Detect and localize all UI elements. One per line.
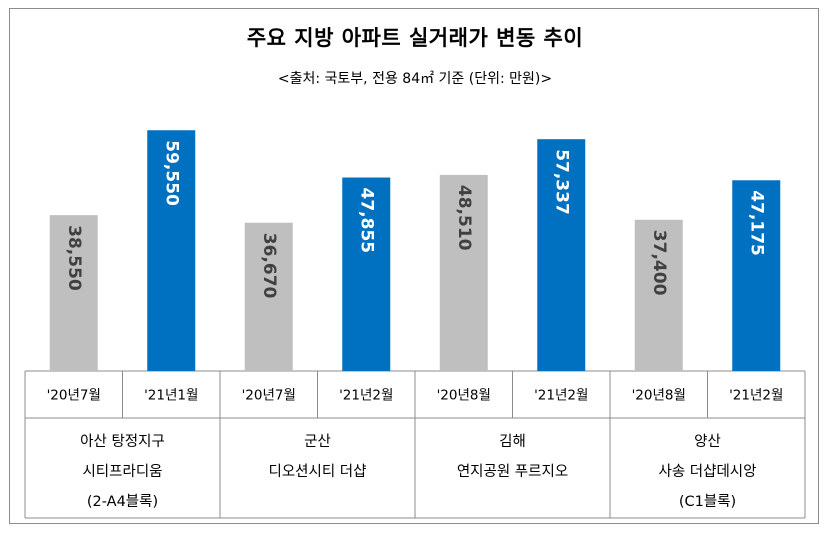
period-label: '20년8월 bbox=[632, 388, 686, 404]
bar-2020 bbox=[244, 222, 293, 371]
bar-2020 bbox=[49, 215, 98, 371]
region-label: 시티프라디움 bbox=[82, 463, 162, 480]
region-label: 양산 bbox=[694, 433, 721, 450]
region-label: 군산 bbox=[304, 433, 331, 450]
period-label: '20년7월 bbox=[242, 388, 296, 404]
period-label: '21년2월 bbox=[729, 388, 783, 404]
region-label: (C1블록) bbox=[679, 493, 736, 510]
bar-value-label: 59,550 bbox=[161, 140, 181, 206]
region-label: 연지공원 푸르지오 bbox=[457, 463, 568, 480]
bar-value-label: 36,670 bbox=[259, 233, 279, 299]
bar-2021 bbox=[342, 177, 391, 371]
bar-value-label: 57,337 bbox=[551, 149, 571, 215]
bar-2021 bbox=[732, 180, 781, 371]
bar-2020 bbox=[439, 174, 488, 371]
bar-value-label: 47,855 bbox=[356, 188, 376, 254]
region-label: (2-A4블록) bbox=[87, 493, 158, 510]
region-label: 김해 bbox=[499, 433, 526, 450]
bar-2021 bbox=[147, 130, 196, 371]
chart-subtitle: <출처: 국토부, 전용 84㎡ 기준 (단위: 만원)> bbox=[277, 71, 553, 87]
period-label: '21년2월 bbox=[534, 388, 588, 404]
bar-value-label: 47,175 bbox=[746, 190, 766, 256]
chart-frame bbox=[9, 8, 819, 524]
chart-title: 주요 지방 아파트 실거래가 변동 추이 bbox=[246, 26, 584, 50]
bar-value-label: 37,400 bbox=[649, 230, 669, 296]
bar-2021 bbox=[537, 139, 586, 371]
region-label: 아산 탕정지구 bbox=[80, 433, 165, 450]
period-label: '20년7월 bbox=[47, 388, 101, 404]
bar-value-label: 48,510 bbox=[454, 185, 474, 251]
bar-2020 bbox=[634, 219, 683, 371]
region-label: 디오션시티 더샵 bbox=[269, 463, 367, 480]
region-label: 사송 더샵데시앙 bbox=[659, 463, 757, 480]
period-label: '20년8월 bbox=[437, 388, 491, 404]
period-label: '21년2월 bbox=[339, 388, 393, 404]
period-label: '21년1월 bbox=[144, 388, 198, 404]
bar-value-label: 38,550 bbox=[64, 225, 84, 291]
